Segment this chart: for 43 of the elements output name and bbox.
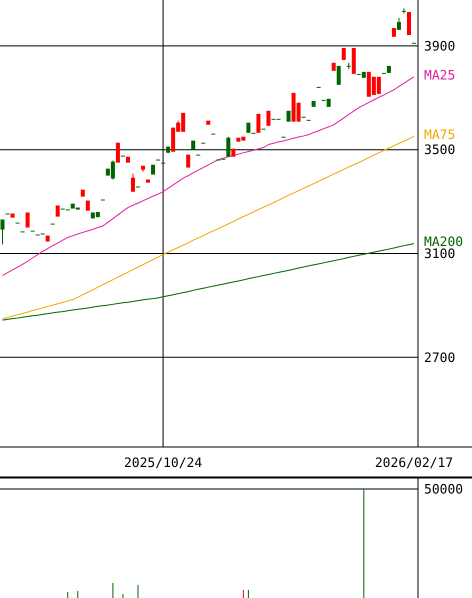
candlestick	[286, 110, 291, 122]
y-tick-label: 3100	[424, 247, 456, 262]
candlestick	[166, 146, 170, 153]
y-tick-label: 2700	[424, 350, 456, 366]
candlestick	[396, 17, 401, 30]
x-tick-label: 2026/02/17	[374, 456, 454, 471]
candlestick	[56, 205, 60, 217]
text: 50000	[424, 482, 464, 498]
candlestick	[130, 173, 135, 192]
candlestick	[342, 48, 346, 60]
candlestick	[10, 214, 15, 218]
candlestick	[146, 180, 150, 183]
candlestick	[116, 142, 120, 163]
x-tick-label: 2025/10/24	[124, 456, 202, 471]
candlestick	[332, 62, 336, 71]
line-series	[2, 243, 414, 321]
candlestick	[80, 190, 85, 197]
line-series	[2, 136, 414, 320]
candlestick	[246, 122, 250, 133]
candlestick	[392, 28, 396, 37]
series-label: MA25	[424, 68, 456, 84]
candlestick	[0, 218, 4, 245]
candlestick	[86, 200, 90, 211]
candlestick	[336, 66, 341, 85]
candlestick	[26, 212, 30, 228]
line-series	[2, 76, 414, 276]
candlestick	[151, 164, 156, 175]
candlestick	[46, 236, 50, 242]
candlestick	[406, 12, 411, 36]
candlestick	[126, 156, 130, 163]
candlestick	[352, 48, 356, 74]
candlestick	[312, 100, 316, 107]
candlestick	[191, 140, 196, 150]
y-tick-label: 3500	[424, 143, 456, 158]
candlestick	[186, 154, 190, 168]
candlestick	[206, 120, 210, 125]
candlestick	[231, 148, 236, 157]
candlestick	[256, 114, 260, 133]
candlestick	[226, 136, 230, 158]
y-tick-label: 3900	[424, 39, 456, 54]
candlestick	[266, 110, 270, 126]
series-label: MA75	[424, 128, 456, 144]
candlestick	[386, 66, 391, 73]
